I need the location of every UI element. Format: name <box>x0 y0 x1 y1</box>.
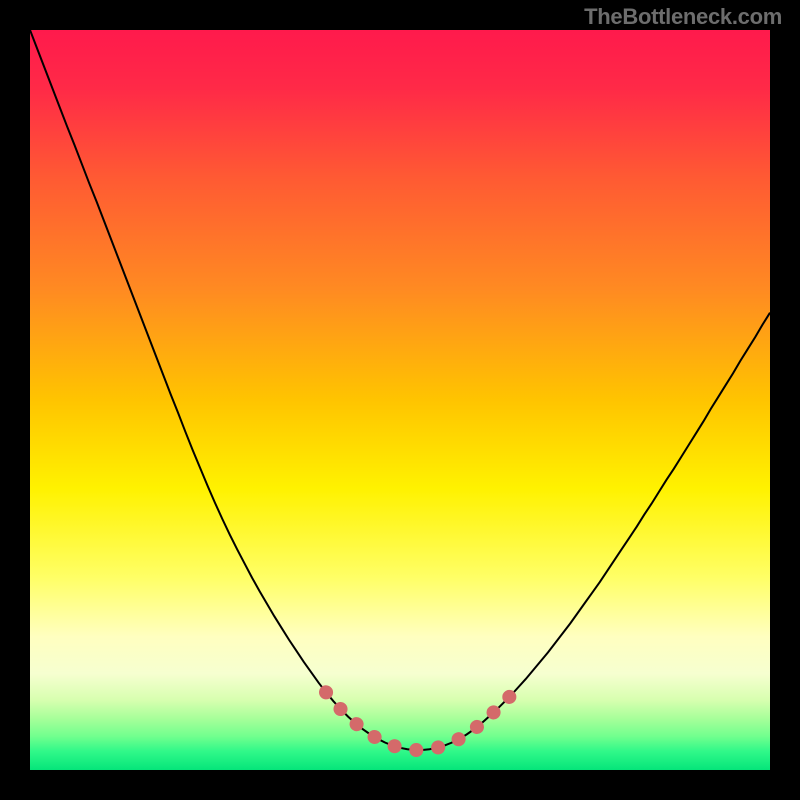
chart-frame: TheBottleneck.com <box>0 0 800 800</box>
watermark-text: TheBottleneck.com <box>584 4 782 30</box>
chart-plot-area <box>30 30 770 770</box>
chart-background <box>30 30 770 770</box>
